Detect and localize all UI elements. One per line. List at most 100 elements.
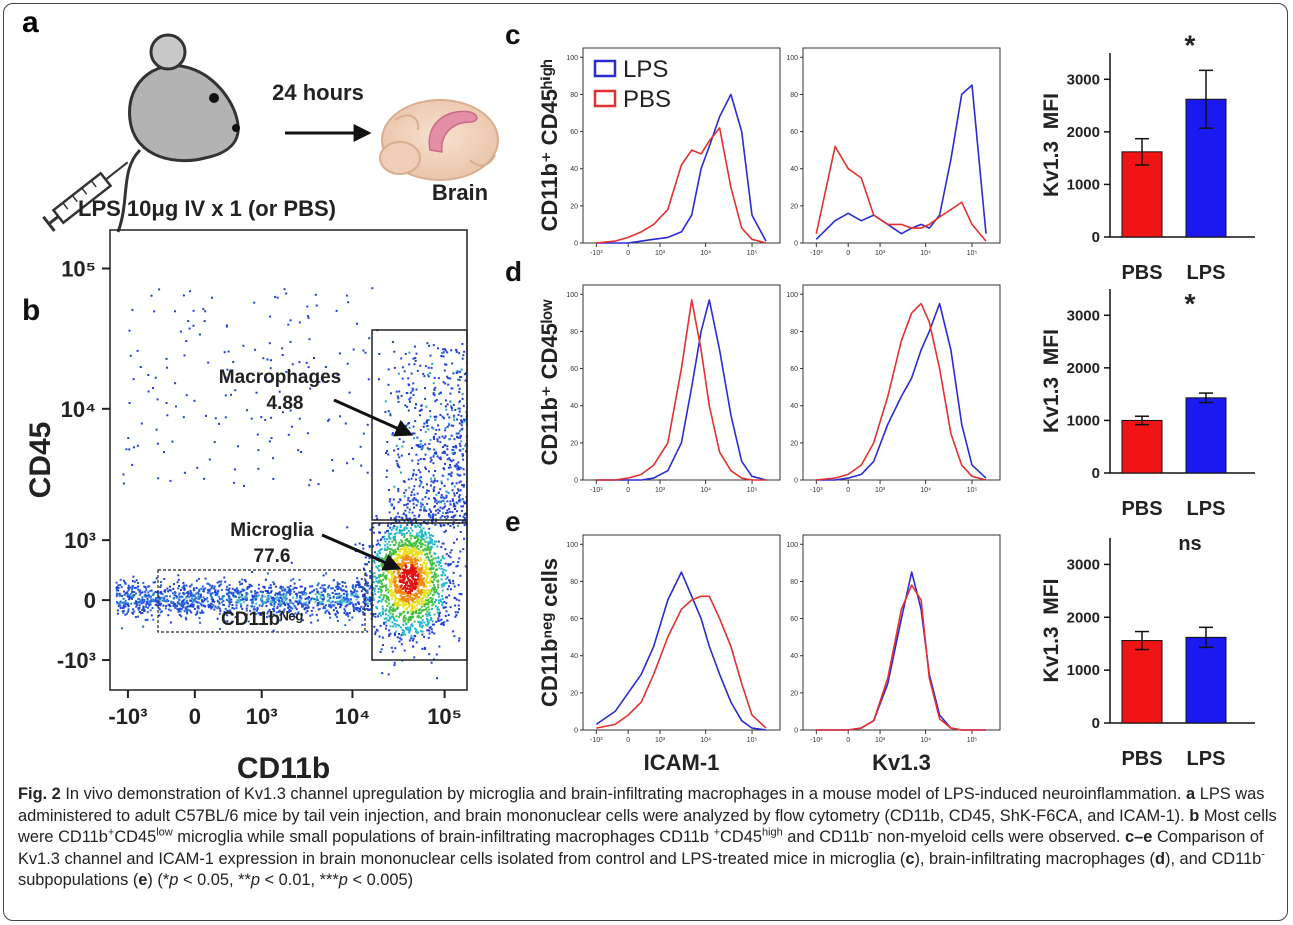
event-dot [127, 587, 129, 589]
event-dot [297, 603, 299, 605]
event-dot [397, 554, 399, 556]
event-dot [412, 625, 414, 627]
event-dot [380, 601, 382, 603]
event-dot [269, 316, 271, 318]
event-dot [440, 496, 442, 498]
event-dot [379, 597, 381, 599]
event-dot [405, 539, 407, 541]
event-dot [445, 602, 447, 604]
event-dot [430, 355, 432, 357]
event-dot [386, 441, 388, 443]
y-tick-label: 20 [570, 203, 578, 210]
event-dot [257, 449, 259, 451]
caption-segment: In vivo demonstration of Kv1.3 channel u… [61, 785, 1186, 803]
event-dot [395, 615, 397, 617]
event-dot [177, 581, 179, 583]
x-tick-label: 10³ [875, 250, 886, 257]
event-dot [427, 425, 429, 427]
event-dot [388, 673, 390, 675]
event-dot [385, 613, 387, 615]
event-dot [426, 603, 428, 605]
event-dot [324, 584, 326, 586]
histogram-curve [816, 585, 986, 730]
event-dot [169, 586, 171, 588]
event-dot [413, 550, 415, 552]
event-dot [439, 507, 441, 509]
event-dot [258, 594, 260, 596]
event-dot [385, 570, 387, 572]
y-tick-label: 100 [566, 55, 578, 62]
event-dot [458, 432, 460, 434]
event-dot [392, 613, 394, 615]
event-dot [240, 603, 242, 605]
event-dot [384, 594, 386, 596]
event-dot [423, 375, 425, 377]
event-dot [143, 599, 145, 601]
event-dot [144, 591, 146, 593]
y-tick-label: 2000 [1067, 124, 1100, 141]
event-dot [407, 595, 409, 597]
event-dot [142, 602, 144, 604]
event-dot [439, 392, 441, 394]
event-dot [430, 416, 432, 418]
event-dot [276, 599, 278, 601]
event-dot [288, 589, 290, 591]
event-dot [139, 604, 141, 606]
mouse-eye [209, 93, 219, 103]
event-dot [222, 600, 224, 602]
event-dot [443, 351, 445, 353]
event-dot [382, 536, 384, 538]
event-dot [294, 605, 296, 607]
event-dot [408, 453, 410, 455]
event-dot [311, 585, 313, 587]
event-dot [328, 599, 330, 601]
event-dot [444, 503, 446, 505]
event-dot [420, 572, 422, 574]
event-dot [431, 546, 433, 548]
event-dot [426, 420, 428, 422]
event-dot [426, 503, 428, 505]
event-dot [364, 563, 366, 565]
event-dot [397, 448, 399, 450]
event-dot [166, 367, 168, 369]
event-dot [413, 494, 415, 496]
event-dot [267, 597, 269, 599]
event-dot [385, 584, 387, 586]
event-dot [329, 617, 331, 619]
event-dot [147, 611, 149, 613]
event-dot [413, 503, 415, 505]
event-dot [217, 591, 219, 593]
event-dot [380, 594, 382, 596]
event-dot [413, 426, 415, 428]
event-dot [354, 589, 356, 591]
event-dot [409, 427, 411, 429]
event-dot [409, 401, 411, 403]
event-dot [451, 449, 453, 451]
event-dot [442, 500, 444, 502]
event-dot [220, 581, 222, 583]
event-dot [148, 391, 150, 393]
event-dot [425, 585, 427, 587]
event-dot [223, 577, 225, 579]
event-dot [444, 574, 446, 576]
event-dot [131, 598, 133, 600]
event-dot [141, 596, 143, 598]
event-dot [153, 310, 155, 312]
event-dot [413, 358, 415, 360]
event-dot [416, 437, 418, 439]
event-dot [194, 608, 196, 610]
event-dot [403, 536, 405, 538]
event-dot [445, 409, 447, 411]
event-dot [291, 426, 293, 428]
event-dot [403, 552, 405, 554]
event-dot [445, 427, 447, 429]
event-dot [258, 588, 260, 590]
event-dot [315, 593, 317, 595]
event-dot [429, 568, 431, 570]
event-dot [380, 538, 382, 540]
event-dot [288, 434, 290, 436]
event-dot [433, 497, 435, 499]
event-dot [449, 556, 451, 558]
event-dot [437, 584, 439, 586]
event-dot [386, 565, 388, 567]
